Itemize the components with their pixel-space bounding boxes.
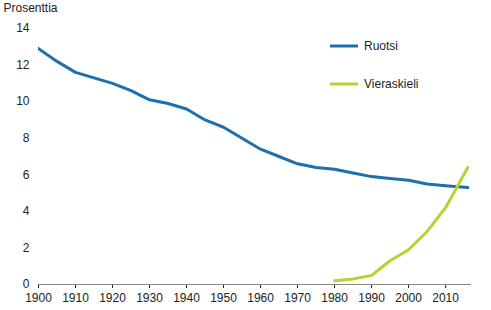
svg-text:2010: 2010 bbox=[432, 291, 459, 305]
svg-text:8: 8 bbox=[23, 131, 30, 145]
svg-text:12: 12 bbox=[16, 58, 30, 72]
svg-text:10: 10 bbox=[16, 94, 30, 108]
svg-text:1910: 1910 bbox=[62, 291, 89, 305]
svg-text:Prosenttia: Prosenttia bbox=[4, 1, 58, 15]
svg-text:4: 4 bbox=[23, 204, 30, 218]
svg-text:1900: 1900 bbox=[25, 291, 52, 305]
svg-text:1930: 1930 bbox=[136, 291, 163, 305]
svg-text:14: 14 bbox=[16, 21, 30, 35]
svg-text:1990: 1990 bbox=[358, 291, 385, 305]
svg-text:2: 2 bbox=[23, 241, 30, 255]
html-text:Vieraskieli: Vieraskieli bbox=[364, 77, 419, 91]
svg-text:1970: 1970 bbox=[284, 291, 311, 305]
html-text:Ruotsi: Ruotsi bbox=[364, 39, 398, 53]
svg-text:2000: 2000 bbox=[395, 291, 422, 305]
svg-text:6: 6 bbox=[23, 168, 30, 182]
svg-text:1980: 1980 bbox=[321, 291, 348, 305]
svg-text:1940: 1940 bbox=[173, 291, 200, 305]
svg-text:1960: 1960 bbox=[247, 291, 274, 305]
svg-text:1950: 1950 bbox=[210, 291, 237, 305]
svg-text:1920: 1920 bbox=[99, 291, 126, 305]
svg-text:0: 0 bbox=[23, 277, 30, 291]
